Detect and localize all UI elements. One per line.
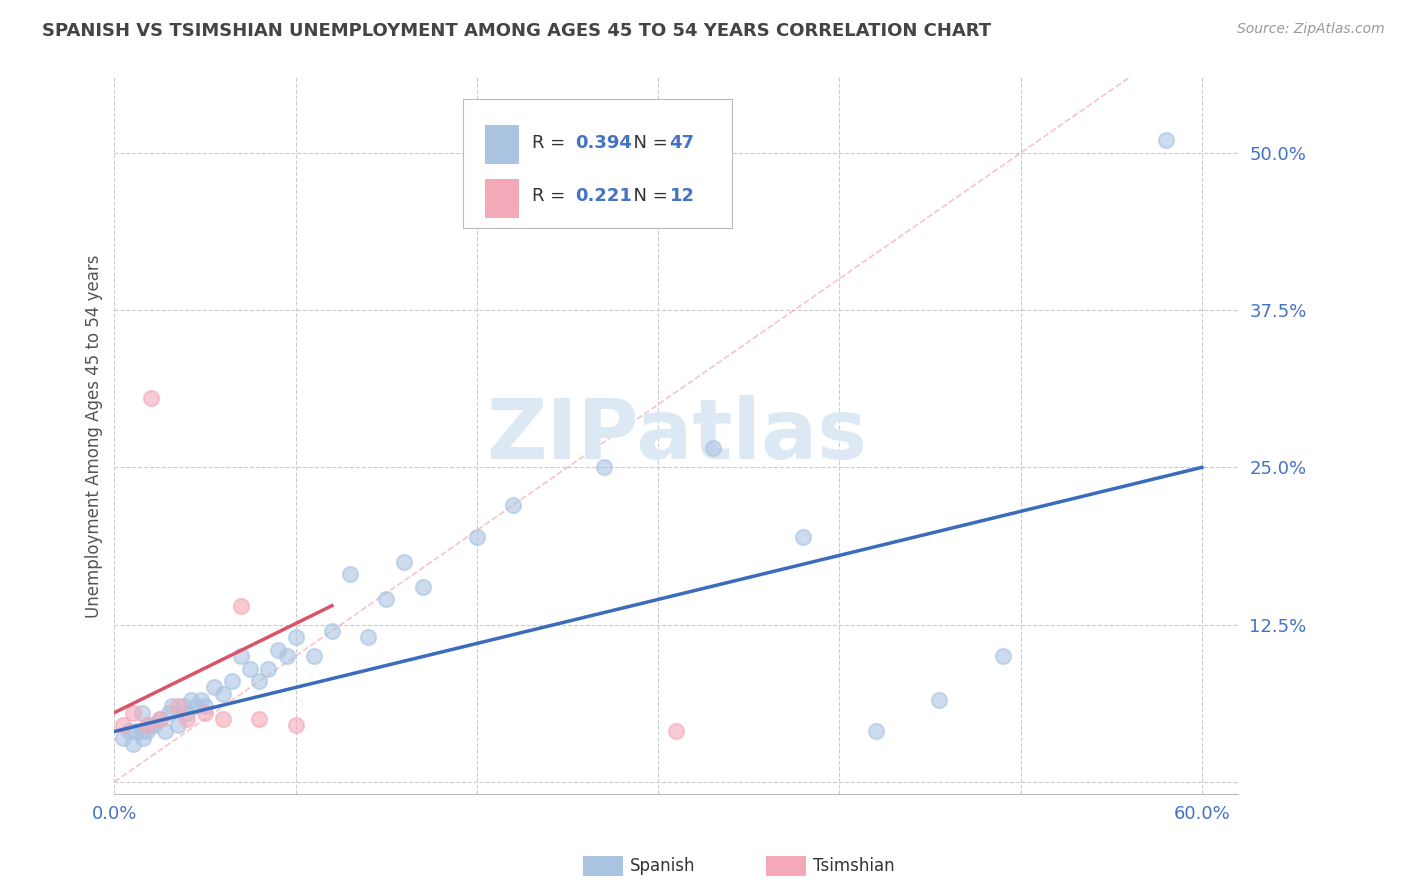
- Point: [502, 498, 524, 512]
- Point: [249, 712, 271, 726]
- Text: R =: R =: [533, 187, 571, 205]
- Point: [321, 624, 343, 638]
- Text: Spanish: Spanish: [630, 857, 696, 875]
- Text: Source: ZipAtlas.com: Source: ZipAtlas.com: [1237, 22, 1385, 37]
- Point: [412, 580, 434, 594]
- Point: [266, 642, 288, 657]
- Point: [339, 567, 361, 582]
- Point: [221, 674, 243, 689]
- Point: [149, 712, 172, 726]
- FancyBboxPatch shape: [485, 125, 519, 164]
- Point: [194, 699, 217, 714]
- Point: [231, 599, 253, 613]
- Point: [157, 706, 180, 720]
- Point: [302, 648, 325, 663]
- Point: [284, 718, 307, 732]
- Point: [202, 681, 225, 695]
- Point: [1154, 133, 1177, 147]
- Point: [375, 592, 398, 607]
- Text: 12: 12: [669, 187, 695, 205]
- Point: [928, 693, 950, 707]
- Point: [665, 724, 688, 739]
- Point: [592, 460, 614, 475]
- Point: [166, 699, 188, 714]
- Point: [212, 687, 235, 701]
- FancyBboxPatch shape: [463, 99, 733, 228]
- Point: [139, 718, 162, 732]
- Point: [172, 699, 194, 714]
- Point: [194, 706, 217, 720]
- Text: ZIPatlas: ZIPatlas: [486, 395, 866, 476]
- Text: N =: N =: [623, 134, 673, 152]
- Point: [153, 724, 176, 739]
- Point: [394, 555, 416, 569]
- Point: [991, 648, 1014, 663]
- Point: [125, 724, 148, 739]
- Point: [121, 737, 143, 751]
- FancyBboxPatch shape: [485, 178, 519, 218]
- Point: [180, 693, 202, 707]
- Text: 47: 47: [669, 134, 695, 152]
- Text: Tsimshian: Tsimshian: [813, 857, 894, 875]
- Point: [166, 718, 188, 732]
- Point: [284, 630, 307, 644]
- Text: 0.221: 0.221: [575, 187, 633, 205]
- Point: [143, 718, 166, 732]
- Point: [176, 706, 198, 720]
- Point: [176, 712, 198, 726]
- Point: [132, 731, 155, 745]
- Point: [702, 442, 724, 456]
- Text: 0.394: 0.394: [575, 134, 633, 152]
- Point: [112, 731, 135, 745]
- Point: [276, 648, 298, 663]
- Point: [118, 724, 141, 739]
- Point: [162, 699, 184, 714]
- Point: [184, 699, 207, 714]
- Point: [149, 712, 172, 726]
- Point: [136, 718, 159, 732]
- Text: SPANISH VS TSIMSHIAN UNEMPLOYMENT AMONG AGES 45 TO 54 YEARS CORRELATION CHART: SPANISH VS TSIMSHIAN UNEMPLOYMENT AMONG …: [42, 22, 991, 40]
- Point: [865, 724, 887, 739]
- Point: [139, 391, 162, 405]
- Text: N =: N =: [623, 187, 673, 205]
- Point: [792, 529, 814, 543]
- Point: [212, 712, 235, 726]
- Point: [231, 648, 253, 663]
- Y-axis label: Unemployment Among Ages 45 to 54 years: Unemployment Among Ages 45 to 54 years: [86, 254, 103, 617]
- Point: [112, 718, 135, 732]
- Point: [249, 674, 271, 689]
- Point: [257, 662, 280, 676]
- Point: [239, 662, 262, 676]
- Point: [190, 693, 212, 707]
- Point: [357, 630, 380, 644]
- Point: [465, 529, 488, 543]
- Text: R =: R =: [533, 134, 571, 152]
- Point: [131, 706, 153, 720]
- Point: [136, 724, 159, 739]
- Point: [131, 724, 153, 739]
- Point: [121, 706, 143, 720]
